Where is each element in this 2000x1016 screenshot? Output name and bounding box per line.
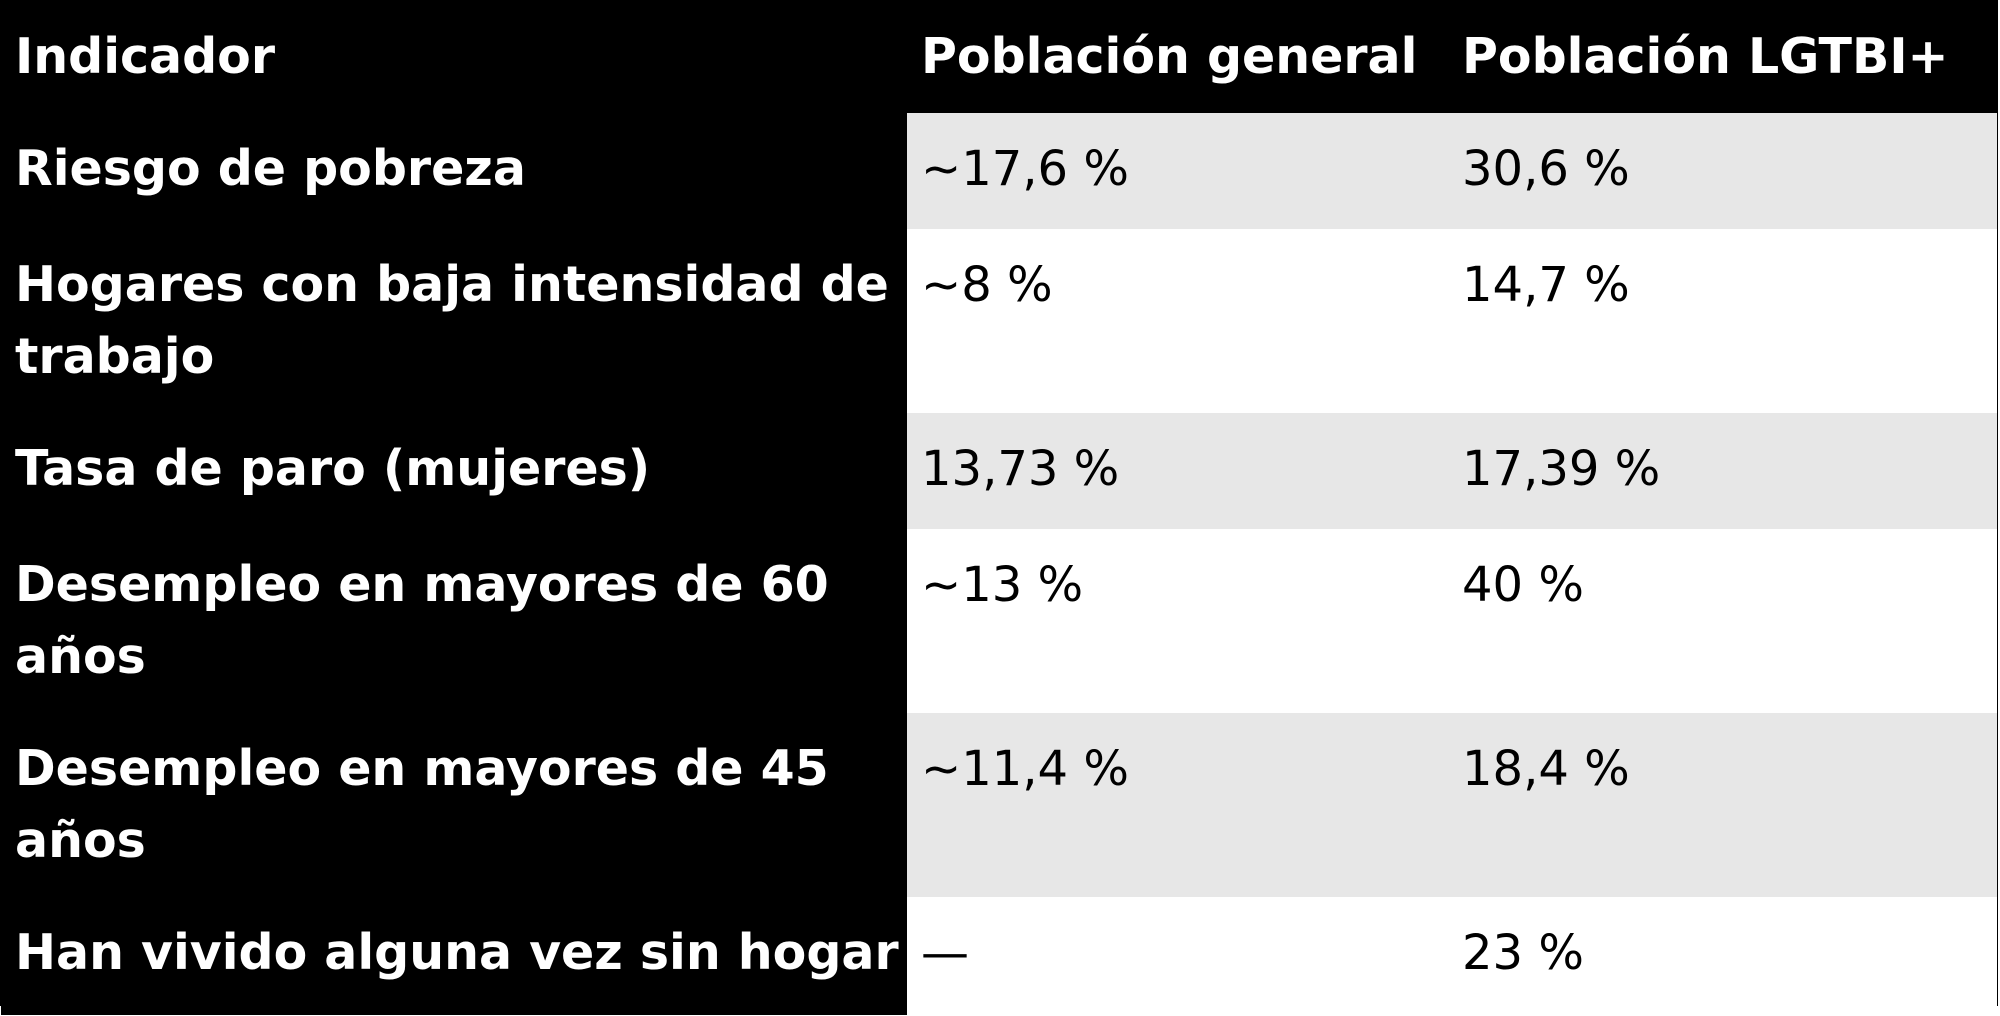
row-indicator-label: Tasa de paro (mujeres) <box>1 413 907 529</box>
row-general-value: ~11,4 % <box>907 713 1448 897</box>
table-row: Han vivido alguna vez sin hogar — 23 % <box>1 897 1997 1015</box>
row-lgtbi-value: 17,39 % <box>1448 413 1997 529</box>
row-lgtbi-value: 18,4 % <box>1448 713 1997 897</box>
row-general-value: ~8 % <box>907 229 1448 413</box>
row-lgtbi-value: 23 % <box>1448 897 1997 1015</box>
column-header-indicator: Indicador <box>1 1 907 113</box>
row-indicator-label: Hogares con baja intensidad de trabajo <box>1 229 907 413</box>
table-row: Desempleo en mayores de 45 años ~11,4 % … <box>1 713 1997 897</box>
row-general-value: 13,73 % <box>907 413 1448 529</box>
table-header-row: Indicador Población general Población LG… <box>1 1 1997 113</box>
table-row: Riesgo de pobreza ~17,6 % 30,6 % <box>1 113 1997 229</box>
table-row: Hogares con baja intensidad de trabajo ~… <box>1 229 1997 413</box>
table-row: Tasa de paro (mujeres) 13,73 % 17,39 % <box>1 413 1997 529</box>
row-lgtbi-value: 30,6 % <box>1448 113 1997 229</box>
table-row: Desempleo en mayores de 60 años ~13 % 40… <box>1 529 1997 713</box>
row-lgtbi-value: 40 % <box>1448 529 1997 713</box>
row-indicator-label: Desempleo en mayores de 45 años <box>1 713 907 897</box>
row-general-value: ~13 % <box>907 529 1448 713</box>
row-indicator-label: Riesgo de pobreza <box>1 113 907 229</box>
row-indicator-label: Desempleo en mayores de 60 años <box>1 529 907 713</box>
row-lgtbi-value: 14,7 % <box>1448 229 1997 413</box>
column-header-general-population: Población general <box>907 1 1448 113</box>
row-indicator-label: Han vivido alguna vez sin hogar <box>1 897 907 1015</box>
row-general-value: ~17,6 % <box>907 113 1448 229</box>
column-header-lgtbi-population: Población LGTBI+ <box>1448 1 1997 113</box>
row-general-value: — <box>907 897 1448 1015</box>
